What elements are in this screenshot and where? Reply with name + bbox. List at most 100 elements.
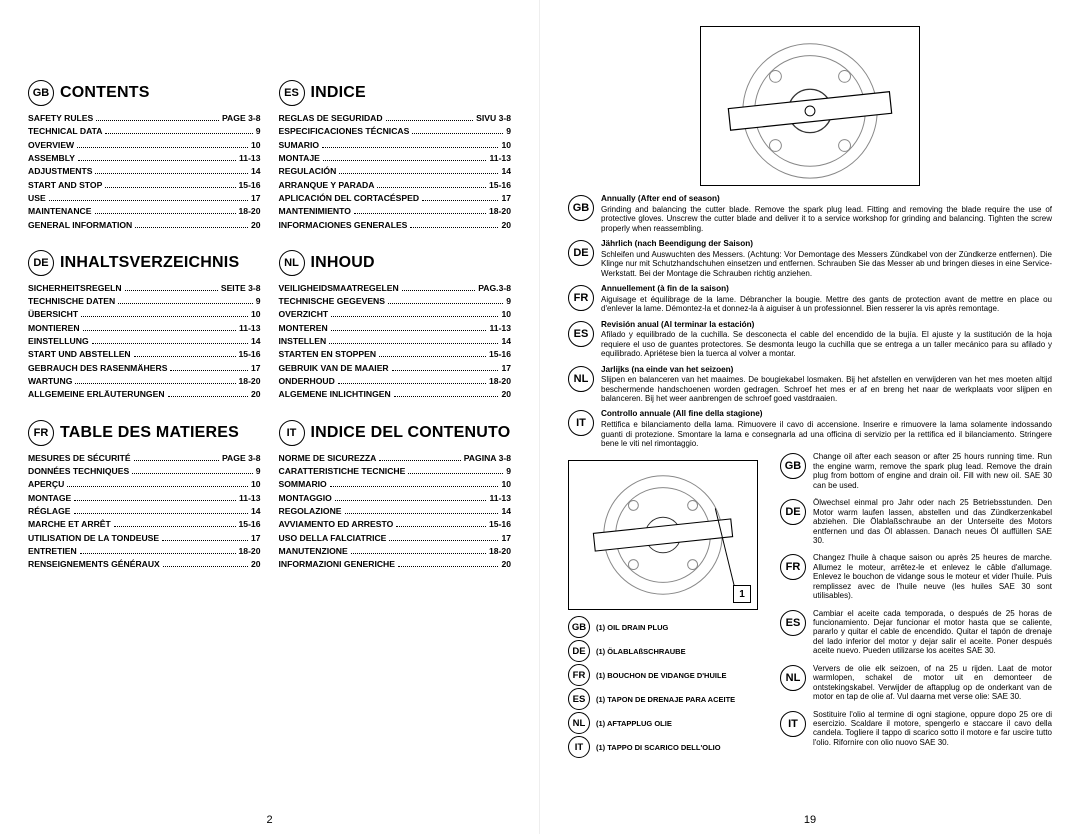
note-text: Changez l'huile à chaque saison ou après…	[813, 553, 1052, 600]
toc-label: APERÇU	[28, 478, 64, 491]
lang-badge-it: IT	[780, 711, 806, 737]
toc-row: TECHNISCHE GEGEVENS9	[279, 295, 512, 308]
toc-label: REGLAS DE SEGURIDAD	[279, 112, 383, 125]
toc-title: INDICE	[311, 84, 366, 102]
toc-page: 10	[501, 478, 511, 491]
toc-label: TECHNISCHE GEGEVENS	[279, 295, 386, 308]
lang-badge-nl: NL	[780, 665, 806, 691]
toc-row: ÜBERSICHT10	[28, 308, 261, 321]
toc-page: 20	[501, 219, 511, 232]
toc-label: GENERAL INFORMATION	[28, 219, 132, 232]
toc-row: APLICACIÓN DEL CORTACÉSPED17	[279, 192, 512, 205]
toc-label: ASSEMBLY	[28, 152, 75, 165]
lang-badge-nl: NL	[568, 712, 590, 734]
lang-badge-it: IT	[568, 410, 594, 436]
toc-row: UTILISATION DE LA TONDEUSE17	[28, 532, 261, 545]
annual-notes: GBAnnually (After end of season)Grinding…	[568, 194, 1052, 448]
toc-row: RÉGLAGE14	[28, 505, 261, 518]
toc-page: 18-20	[239, 375, 261, 388]
note-text: Annuellement (à fin de la saison)Aiguisa…	[601, 284, 1052, 314]
toc-label: ALLGEMEINE ERLÄUTERUNGEN	[28, 388, 165, 401]
figure-oil-drain: 1	[568, 460, 758, 610]
toc-page: SEITE 3-8	[221, 282, 261, 295]
note-row-es: ESRevisión anual (Al terminar la estació…	[568, 320, 1052, 359]
toc-row: SOMMARIO10	[279, 478, 512, 491]
toc-page: 20	[251, 219, 261, 232]
legend-row-nl: NL(1) AFTAPPLUG OLIE	[568, 712, 768, 734]
legend-row-gb: GB(1) OIL DRAIN PLUG	[568, 616, 768, 638]
toc-title: TABLE DES MATIERES	[60, 424, 239, 442]
legend: GB(1) OIL DRAIN PLUGDE(1) ÖLABLAßSCHRAUB…	[568, 616, 768, 758]
note-text: Ölwechsel einmal pro Jahr oder nach 25 B…	[813, 498, 1052, 545]
toc-row: GENERAL INFORMATION 20	[28, 219, 261, 232]
toc-page: PAGE 3-8	[222, 452, 261, 465]
toc-label: GEBRAUCH DES RASENMÄHERS	[28, 362, 167, 375]
toc-page: 11-13	[239, 152, 261, 165]
toc-row: MAINTENANCE18-20	[28, 205, 261, 218]
toc-page: PAGE 3-8	[222, 112, 261, 125]
note-row-it: IT Controllo annuale (All fine della stag…	[568, 409, 1052, 448]
toc-row: WARTUNG18-20	[28, 375, 261, 388]
oil-note-es: ESCambiar el aceite cada temporada, o de…	[780, 609, 1052, 656]
toc-row: ESPECIFICACIONES TÉCNICAS9	[279, 125, 512, 138]
toc-label: MAINTENANCE	[28, 205, 92, 218]
note-text: Controllo annuale (All fine della stagio…	[601, 409, 1052, 448]
lang-badge-es: ES	[568, 688, 590, 710]
toc-page: 18-20	[239, 545, 261, 558]
toc-label: MONTEREN	[279, 322, 328, 335]
toc-page: 20	[501, 388, 511, 401]
toc-block-nl: NLINHOUDVEILIGHEIDSMAATREGELENPAG.3-8TEC…	[279, 250, 512, 402]
toc-label: INFORMAZIONI GENERICHE	[279, 558, 396, 571]
toc-label: SAFETY RULES	[28, 112, 93, 125]
toc-label: ALGEMENE INLICHTINGEN	[279, 388, 391, 401]
note-text: Change oil after each season or after 25…	[813, 452, 1052, 490]
toc-row: ADJUSTMENTS14	[28, 165, 261, 178]
toc-label: MONTAJE	[279, 152, 320, 165]
toc-label: MONTIEREN	[28, 322, 80, 335]
toc-row: INSTELLEN14	[279, 335, 512, 348]
toc-page: 10	[501, 139, 511, 152]
toc-page: 11-13	[489, 492, 511, 505]
toc-label: MARCHE ET ARRÊT	[28, 518, 111, 531]
toc-row: DONNÉES TECHNIQUES9	[28, 465, 261, 478]
toc-label: SUMARIO	[279, 139, 320, 152]
toc-row: AVVIAMENTO ED ARRESTO15-16	[279, 518, 512, 531]
note-text: Revisión anual (Al terminar la estación)…	[601, 320, 1052, 359]
toc-row: MONTIEREN11-13	[28, 322, 261, 335]
toc-page: PAGINA 3-8	[464, 452, 511, 465]
toc-page: 15-16	[239, 348, 261, 361]
toc-label: OVERVIEW	[28, 139, 74, 152]
lang-badge-fr: FR	[28, 420, 54, 446]
lang-badge-de: DE	[780, 499, 806, 525]
figure-blade	[700, 26, 920, 186]
note-text: Annually (After end of season)Grinding a…	[601, 194, 1052, 233]
toc-row: MONTEREN11-13	[279, 322, 512, 335]
toc-row: USO DELLA FALCIATRICE17	[279, 532, 512, 545]
toc-page: 10	[251, 478, 261, 491]
toc-page: 17	[251, 532, 261, 545]
toc-block-de: DEINHALTSVERZEICHNISSICHERHEITSREGELNSEI…	[28, 250, 261, 402]
toc-row: OVERZICHT10	[279, 308, 512, 321]
toc-page: 9	[256, 465, 261, 478]
toc-row: MANTENIMIENTO18-20	[279, 205, 512, 218]
toc-page: 11-13	[239, 492, 261, 505]
toc-page: 14	[251, 505, 261, 518]
toc-page: 14	[501, 165, 511, 178]
toc-page: 18-20	[489, 205, 511, 218]
toc-label: GEBRUIK VAN DE MAAIER	[279, 362, 389, 375]
toc-row: MESURES DE SÉCURITÉPAGE 3-8	[28, 452, 261, 465]
toc-label: ARRANQUE Y PARADA	[279, 179, 375, 192]
lang-badge-it: IT	[568, 736, 590, 758]
lang-badge-de: DE	[568, 240, 594, 266]
legend-row-es: ES(1) TAPON DE DRENAJE PARA ACEITE	[568, 688, 768, 710]
page-number-left: 2	[266, 814, 272, 826]
oil-note-gb: GBChange oil after each season or after …	[780, 452, 1052, 490]
callout-1: 1	[733, 585, 751, 603]
toc-title: INHALTSVERZEICHNIS	[60, 254, 239, 272]
legend-text: (1) TAPPO DI SCARICO DELL'OLIO	[596, 743, 721, 752]
toc-page: 15-16	[489, 348, 511, 361]
toc-row: START AND STOP15-16	[28, 179, 261, 192]
toc-label: AVVIAMENTO ED ARRESTO	[279, 518, 394, 531]
lang-badge-gb: GB	[28, 80, 54, 106]
legend-row-de: DE(1) ÖLABLAßSCHRAUBE	[568, 640, 768, 662]
